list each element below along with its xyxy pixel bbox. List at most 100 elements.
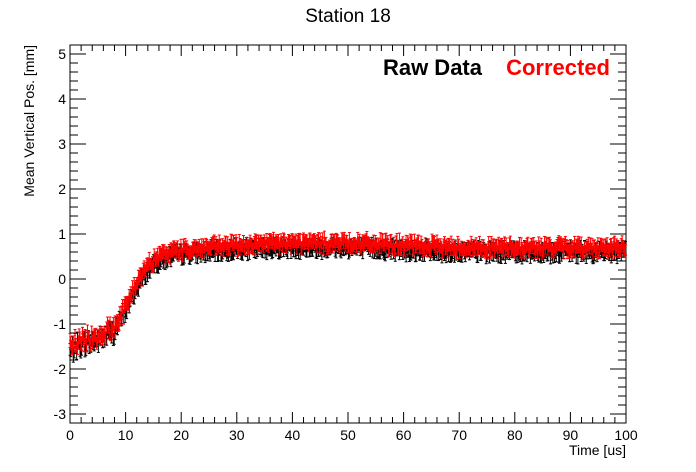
y-axis-label: Mean Vertical Pos. [mm] <box>21 45 37 197</box>
x-tick-label: 100 <box>614 427 638 443</box>
x-tick-label: 20 <box>173 427 189 443</box>
y-tick-label: -3 <box>54 406 67 422</box>
chart-title: Station 18 <box>305 6 391 27</box>
data-point <box>83 344 86 346</box>
data-point <box>449 249 452 251</box>
data-point <box>299 238 302 241</box>
data-point <box>430 249 433 252</box>
data-point <box>90 331 93 334</box>
x-tick-label: 40 <box>285 427 301 443</box>
legend-raw-data: Raw Data <box>383 55 483 80</box>
data-point <box>181 254 184 256</box>
data-point <box>121 305 124 308</box>
data-point <box>122 316 125 319</box>
data-point <box>104 336 107 339</box>
data-point <box>321 237 324 240</box>
data-point <box>130 296 133 299</box>
data-point <box>118 322 121 325</box>
data-point <box>496 244 498 247</box>
data-point <box>73 345 76 348</box>
data-point <box>112 323 115 325</box>
data-point <box>108 332 111 334</box>
data-point <box>318 246 321 249</box>
data-point <box>109 334 112 337</box>
data-point <box>384 253 387 255</box>
data-point <box>396 239 398 242</box>
x-tick-label: 30 <box>229 427 245 443</box>
data-point <box>487 242 490 245</box>
y-tick-label: 2 <box>58 181 66 197</box>
legend-corrected: Corrected <box>506 55 610 80</box>
x-axis-label: Time [us] <box>569 442 626 458</box>
data-point <box>89 344 92 347</box>
data-point <box>378 246 381 249</box>
series-layer <box>68 230 627 363</box>
series-corrected <box>68 230 627 355</box>
data-point <box>411 239 413 242</box>
data-point <box>213 240 216 243</box>
x-tick-label: 60 <box>396 427 412 443</box>
x-tick-label: 70 <box>451 427 467 443</box>
data-point <box>398 239 401 241</box>
data-point <box>412 248 415 251</box>
data-point <box>292 249 295 251</box>
y-tick-label: 4 <box>58 91 66 107</box>
plot-frame <box>69 44 627 424</box>
data-point <box>283 238 286 241</box>
data-point <box>94 334 97 336</box>
data-point <box>490 241 493 244</box>
data-point <box>317 237 320 240</box>
data-point <box>500 256 503 259</box>
data-point <box>184 243 186 245</box>
data-point <box>397 248 400 251</box>
x-tick-label: 50 <box>340 427 356 443</box>
y-tick-label: 5 <box>58 46 66 62</box>
data-point <box>140 279 143 282</box>
data-point <box>450 241 453 244</box>
data-point <box>507 250 510 253</box>
data-point <box>486 251 489 254</box>
data-point <box>361 251 364 254</box>
data-point <box>445 255 448 258</box>
data-point <box>319 238 322 241</box>
data-point <box>237 248 240 250</box>
data-point <box>394 248 397 251</box>
data-point <box>201 250 204 253</box>
data-point <box>109 322 111 325</box>
data-point <box>179 253 181 256</box>
data-point <box>348 237 351 240</box>
x-tick-label: 10 <box>118 427 134 443</box>
data-point <box>113 331 116 333</box>
data-point <box>343 236 346 239</box>
data-point <box>137 288 140 291</box>
data-point <box>248 246 251 249</box>
x-tick-label: 90 <box>563 427 579 443</box>
y-tick-label: 0 <box>58 271 66 287</box>
y-tick-label: -1 <box>54 316 67 332</box>
data-point <box>196 257 199 260</box>
data-point <box>322 246 325 249</box>
x-tick-label: 80 <box>507 427 523 443</box>
data-point <box>85 344 88 347</box>
data-point <box>358 239 361 242</box>
data-point <box>146 274 149 277</box>
y-tick-label: 1 <box>58 226 66 242</box>
data-point <box>157 259 160 262</box>
data-point <box>242 240 245 243</box>
data-point <box>456 251 458 254</box>
x-tick-label: 0 <box>66 427 74 443</box>
y-tick-label: -2 <box>54 361 67 377</box>
data-point <box>74 334 76 337</box>
data-point <box>489 251 492 254</box>
y-tick-label: 3 <box>58 136 66 152</box>
data-point <box>152 263 155 265</box>
data-point <box>340 245 342 248</box>
data-point <box>132 291 135 294</box>
data-point <box>379 238 382 240</box>
data-point <box>355 244 358 247</box>
data-point <box>277 239 280 242</box>
data-point <box>125 311 128 314</box>
data-point <box>127 302 130 305</box>
data-point <box>347 246 350 249</box>
